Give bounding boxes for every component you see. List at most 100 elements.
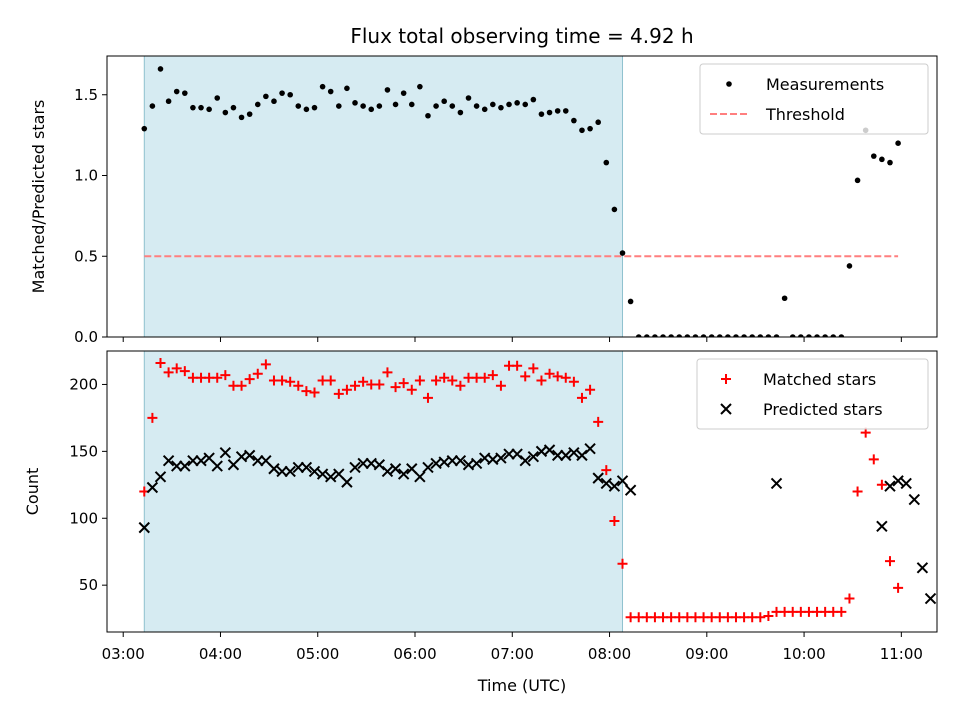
data-point-predicted	[495, 452, 507, 464]
data-point-predicted	[616, 475, 629, 487]
data-point-measurement	[765, 334, 772, 337]
data-point-measurement	[303, 106, 310, 113]
legend-label: Predicted stars	[763, 400, 883, 419]
data-point-measurement	[238, 114, 245, 121]
data-point-predicted	[373, 459, 386, 471]
data-point-matched	[844, 593, 855, 604]
data-point-measurement	[798, 334, 804, 337]
data-point-measurement	[214, 95, 221, 101]
data-point-predicted	[560, 449, 572, 462]
data-point-predicted	[357, 457, 369, 470]
data-point-matched	[560, 372, 571, 383]
data-point-measurement	[611, 206, 618, 213]
data-point-matched	[374, 379, 385, 390]
data-point-measurement	[725, 334, 731, 337]
x-tick-label: 07:00	[491, 645, 534, 663]
data-point-matched	[755, 612, 766, 623]
data-point-measurement	[490, 101, 496, 108]
data-point-predicted	[316, 468, 329, 480]
data-point-matched	[341, 384, 352, 395]
data-point-predicted	[503, 448, 515, 460]
data-point-measurement	[425, 112, 431, 119]
data-point-measurement	[465, 95, 472, 101]
data-point-measurement	[498, 104, 504, 111]
data-point-matched	[155, 358, 166, 369]
data-point-matched	[455, 380, 466, 391]
y-tick-label: 0.0	[74, 328, 98, 346]
data-point-measurement	[376, 103, 383, 109]
data-point-matched	[552, 371, 563, 382]
data-point-measurement	[781, 295, 788, 302]
data-point-measurement	[344, 85, 350, 92]
data-point-measurement	[652, 334, 658, 337]
data-point-matched	[609, 515, 620, 526]
data-point-measurement	[368, 106, 375, 113]
data-point-predicted	[162, 455, 175, 467]
data-point-measurement	[457, 109, 464, 116]
data-point-measurement	[838, 334, 845, 337]
data-point-measurement	[603, 159, 610, 166]
panel-ratio: 0.0 0.5 1.0 1.5 Matched/Predicted stars Measu…	[29, 55, 938, 346]
data-point-matched	[147, 412, 158, 423]
data-point-measurement	[327, 88, 334, 95]
x-tick-label: 09:00	[685, 645, 728, 663]
data-point-measurement	[400, 90, 407, 96]
data-point-matched	[487, 370, 498, 381]
data-point-measurement	[141, 125, 148, 132]
figure-title: Flux total observing time = 4.92 h	[350, 24, 693, 48]
data-point-matched	[333, 388, 344, 399]
data-point-predicted	[908, 493, 921, 506]
data-point-matched	[406, 384, 417, 395]
plot-area	[138, 358, 937, 623]
data-point-matched	[414, 375, 425, 386]
data-point-matched	[390, 382, 401, 393]
data-point-measurement	[692, 334, 699, 337]
data-point-measurement	[198, 104, 204, 111]
data-point-measurement	[514, 100, 520, 106]
data-point-predicted	[916, 562, 929, 574]
axes-frame	[106, 55, 938, 338]
data-point-predicted	[527, 451, 540, 463]
x-axis-label: Time (UTC)	[477, 676, 566, 695]
data-point-predicted	[389, 463, 402, 475]
legend-label: Matched stars	[763, 370, 876, 389]
data-point-matched	[884, 556, 895, 567]
data-point-measurement	[360, 103, 366, 109]
data-point-measurement	[757, 334, 764, 337]
legend-marker-predicted	[720, 403, 732, 415]
legend: Measurements Threshold	[699, 63, 929, 135]
data-point-measurement	[635, 334, 642, 337]
data-point-matched	[544, 368, 555, 379]
data-point-predicted	[600, 477, 613, 490]
data-point-measurement	[522, 101, 529, 108]
panel-count: 50 100 150 200 03:00 04:00 05:00 06:00 07:00 08:0…	[23, 350, 938, 663]
data-point-predicted	[511, 448, 523, 460]
data-point-measurement	[870, 153, 877, 159]
legend-label: Measurements	[766, 75, 884, 94]
data-point-predicted	[195, 455, 207, 467]
data-point-measurement	[182, 90, 188, 96]
data-point-measurement	[246, 111, 253, 117]
data-point-predicted	[584, 442, 596, 455]
x-tick-label: 05:00	[296, 645, 339, 663]
data-point-matched	[536, 375, 547, 386]
data-point-matched	[244, 374, 255, 385]
data-point-matched	[868, 454, 879, 465]
axes-frame	[106, 350, 938, 633]
data-point-measurement	[392, 101, 399, 108]
legend-marker-matched	[721, 374, 731, 384]
data-point-measurement	[417, 83, 423, 90]
data-point-measurement	[562, 108, 569, 114]
data-point-matched	[212, 372, 223, 383]
data-point-measurement	[716, 334, 723, 337]
data-point-measurement	[854, 177, 861, 184]
data-point-predicted	[187, 455, 199, 467]
data-point-predicted	[138, 521, 150, 534]
data-point-predicted	[770, 477, 783, 490]
legend-box	[696, 358, 929, 430]
data-point-predicted	[568, 446, 580, 459]
data-point-predicted	[397, 468, 410, 480]
data-point-matched	[439, 372, 450, 383]
data-point-predicted	[543, 444, 556, 456]
